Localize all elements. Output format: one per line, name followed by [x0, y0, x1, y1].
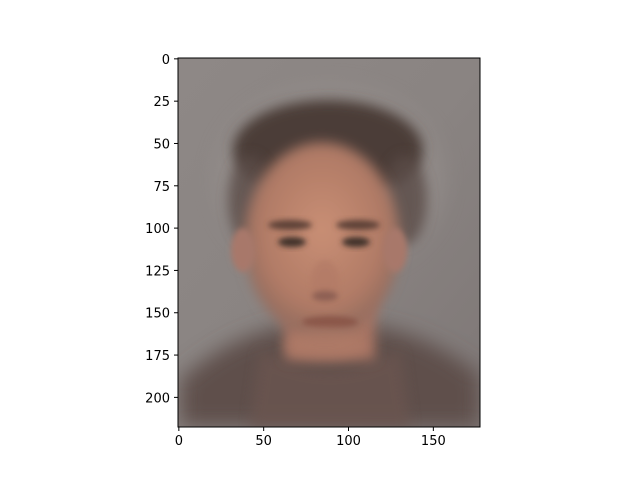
y-tick-label: 0 — [162, 53, 170, 68]
y-tick-label: 100 — [145, 222, 170, 237]
y-tick-label: 175 — [145, 349, 170, 364]
x-tick-label: 100 — [336, 434, 361, 449]
y-tick-label: 200 — [145, 391, 170, 406]
x-tick-label: 0 — [175, 434, 183, 449]
y-tick-label: 75 — [153, 180, 170, 195]
x-tick-label: 50 — [255, 434, 272, 449]
axes-frame — [177, 57, 481, 428]
portrait-image — [178, 58, 480, 427]
y-tick-label: 125 — [145, 264, 170, 279]
y-tick-label: 25 — [153, 95, 170, 110]
x-tick-label: 150 — [421, 434, 446, 449]
y-tick-label: 150 — [145, 307, 170, 322]
y-axis-ticks: 0 25 50 75 100 125 150 175 200 — [145, 53, 178, 406]
y-tick-label: 50 — [153, 137, 170, 152]
x-axis-ticks: 0 50 100 150 — [175, 427, 446, 449]
